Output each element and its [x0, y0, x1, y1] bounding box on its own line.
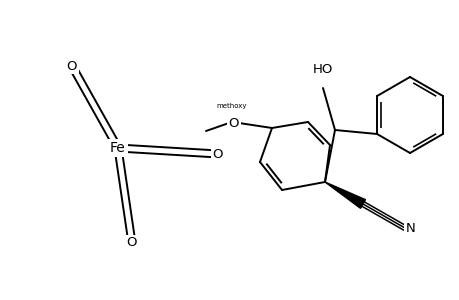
- Text: O: O: [228, 116, 239, 130]
- Text: O: O: [127, 236, 137, 250]
- Text: methoxy: methoxy: [216, 103, 247, 109]
- Text: Fe: Fe: [110, 141, 126, 155]
- Text: O: O: [212, 148, 223, 160]
- Text: O: O: [67, 59, 77, 73]
- Polygon shape: [325, 182, 365, 208]
- Text: N: N: [405, 221, 415, 235]
- Text: HO: HO: [312, 63, 332, 76]
